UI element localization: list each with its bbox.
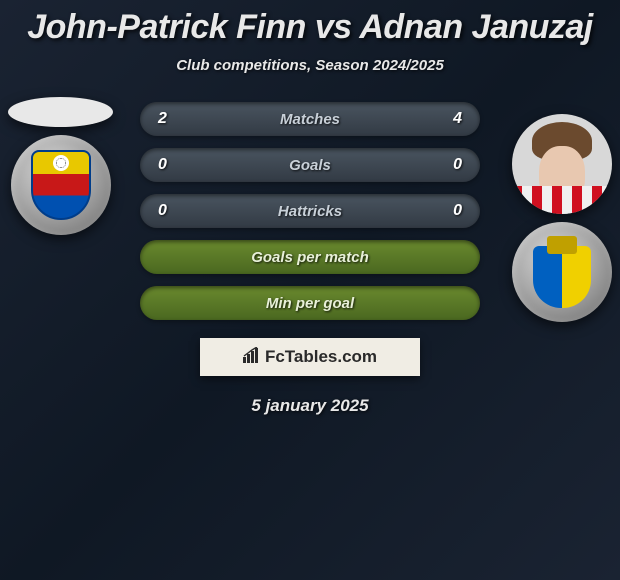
brand-text: FcTables.com <box>265 347 377 367</box>
player-left-photo <box>8 97 113 127</box>
stat-row-matches: 2 Matches 4 <box>140 102 480 136</box>
stat-label: Hattricks <box>278 203 342 220</box>
stat-right-value: 0 <box>432 156 462 174</box>
brand-watermark[interactable]: FcTables.com <box>200 338 420 376</box>
stats-list: 2 Matches 4 0 Goals 0 0 Hattricks 0 Goal… <box>140 102 480 320</box>
date-label: 5 january 2025 <box>0 396 620 416</box>
stat-row-hattricks: 0 Hattricks 0 <box>140 194 480 228</box>
stat-right-value: 4 <box>432 110 462 128</box>
player-right-column <box>512 114 612 322</box>
stat-label: Goals per match <box>251 249 369 266</box>
stat-row-min-per-goal: Min per goal <box>140 286 480 320</box>
subtitle: Club competitions, Season 2024/2025 <box>0 57 620 74</box>
page-title: John-Patrick Finn vs Adnan Januzaj <box>0 0 620 47</box>
stat-label: Min per goal <box>266 295 354 312</box>
player-right-photo <box>512 114 612 214</box>
stat-label: Matches <box>280 111 340 128</box>
stat-left-value: 0 <box>158 202 188 220</box>
stat-row-goals-per-match: Goals per match <box>140 240 480 274</box>
team-badge-left <box>11 135 111 235</box>
stat-right-value: 0 <box>432 202 462 220</box>
player-left-column <box>8 97 113 235</box>
stat-left-value: 0 <box>158 156 188 174</box>
stat-row-goals: 0 Goals 0 <box>140 148 480 182</box>
stat-label: Goals <box>289 157 331 174</box>
chart-icon <box>243 347 261 368</box>
team-badge-right <box>512 222 612 322</box>
comparison-area: 2 Matches 4 0 Goals 0 0 Hattricks 0 Goal… <box>0 102 620 416</box>
stat-left-value: 2 <box>158 110 188 128</box>
